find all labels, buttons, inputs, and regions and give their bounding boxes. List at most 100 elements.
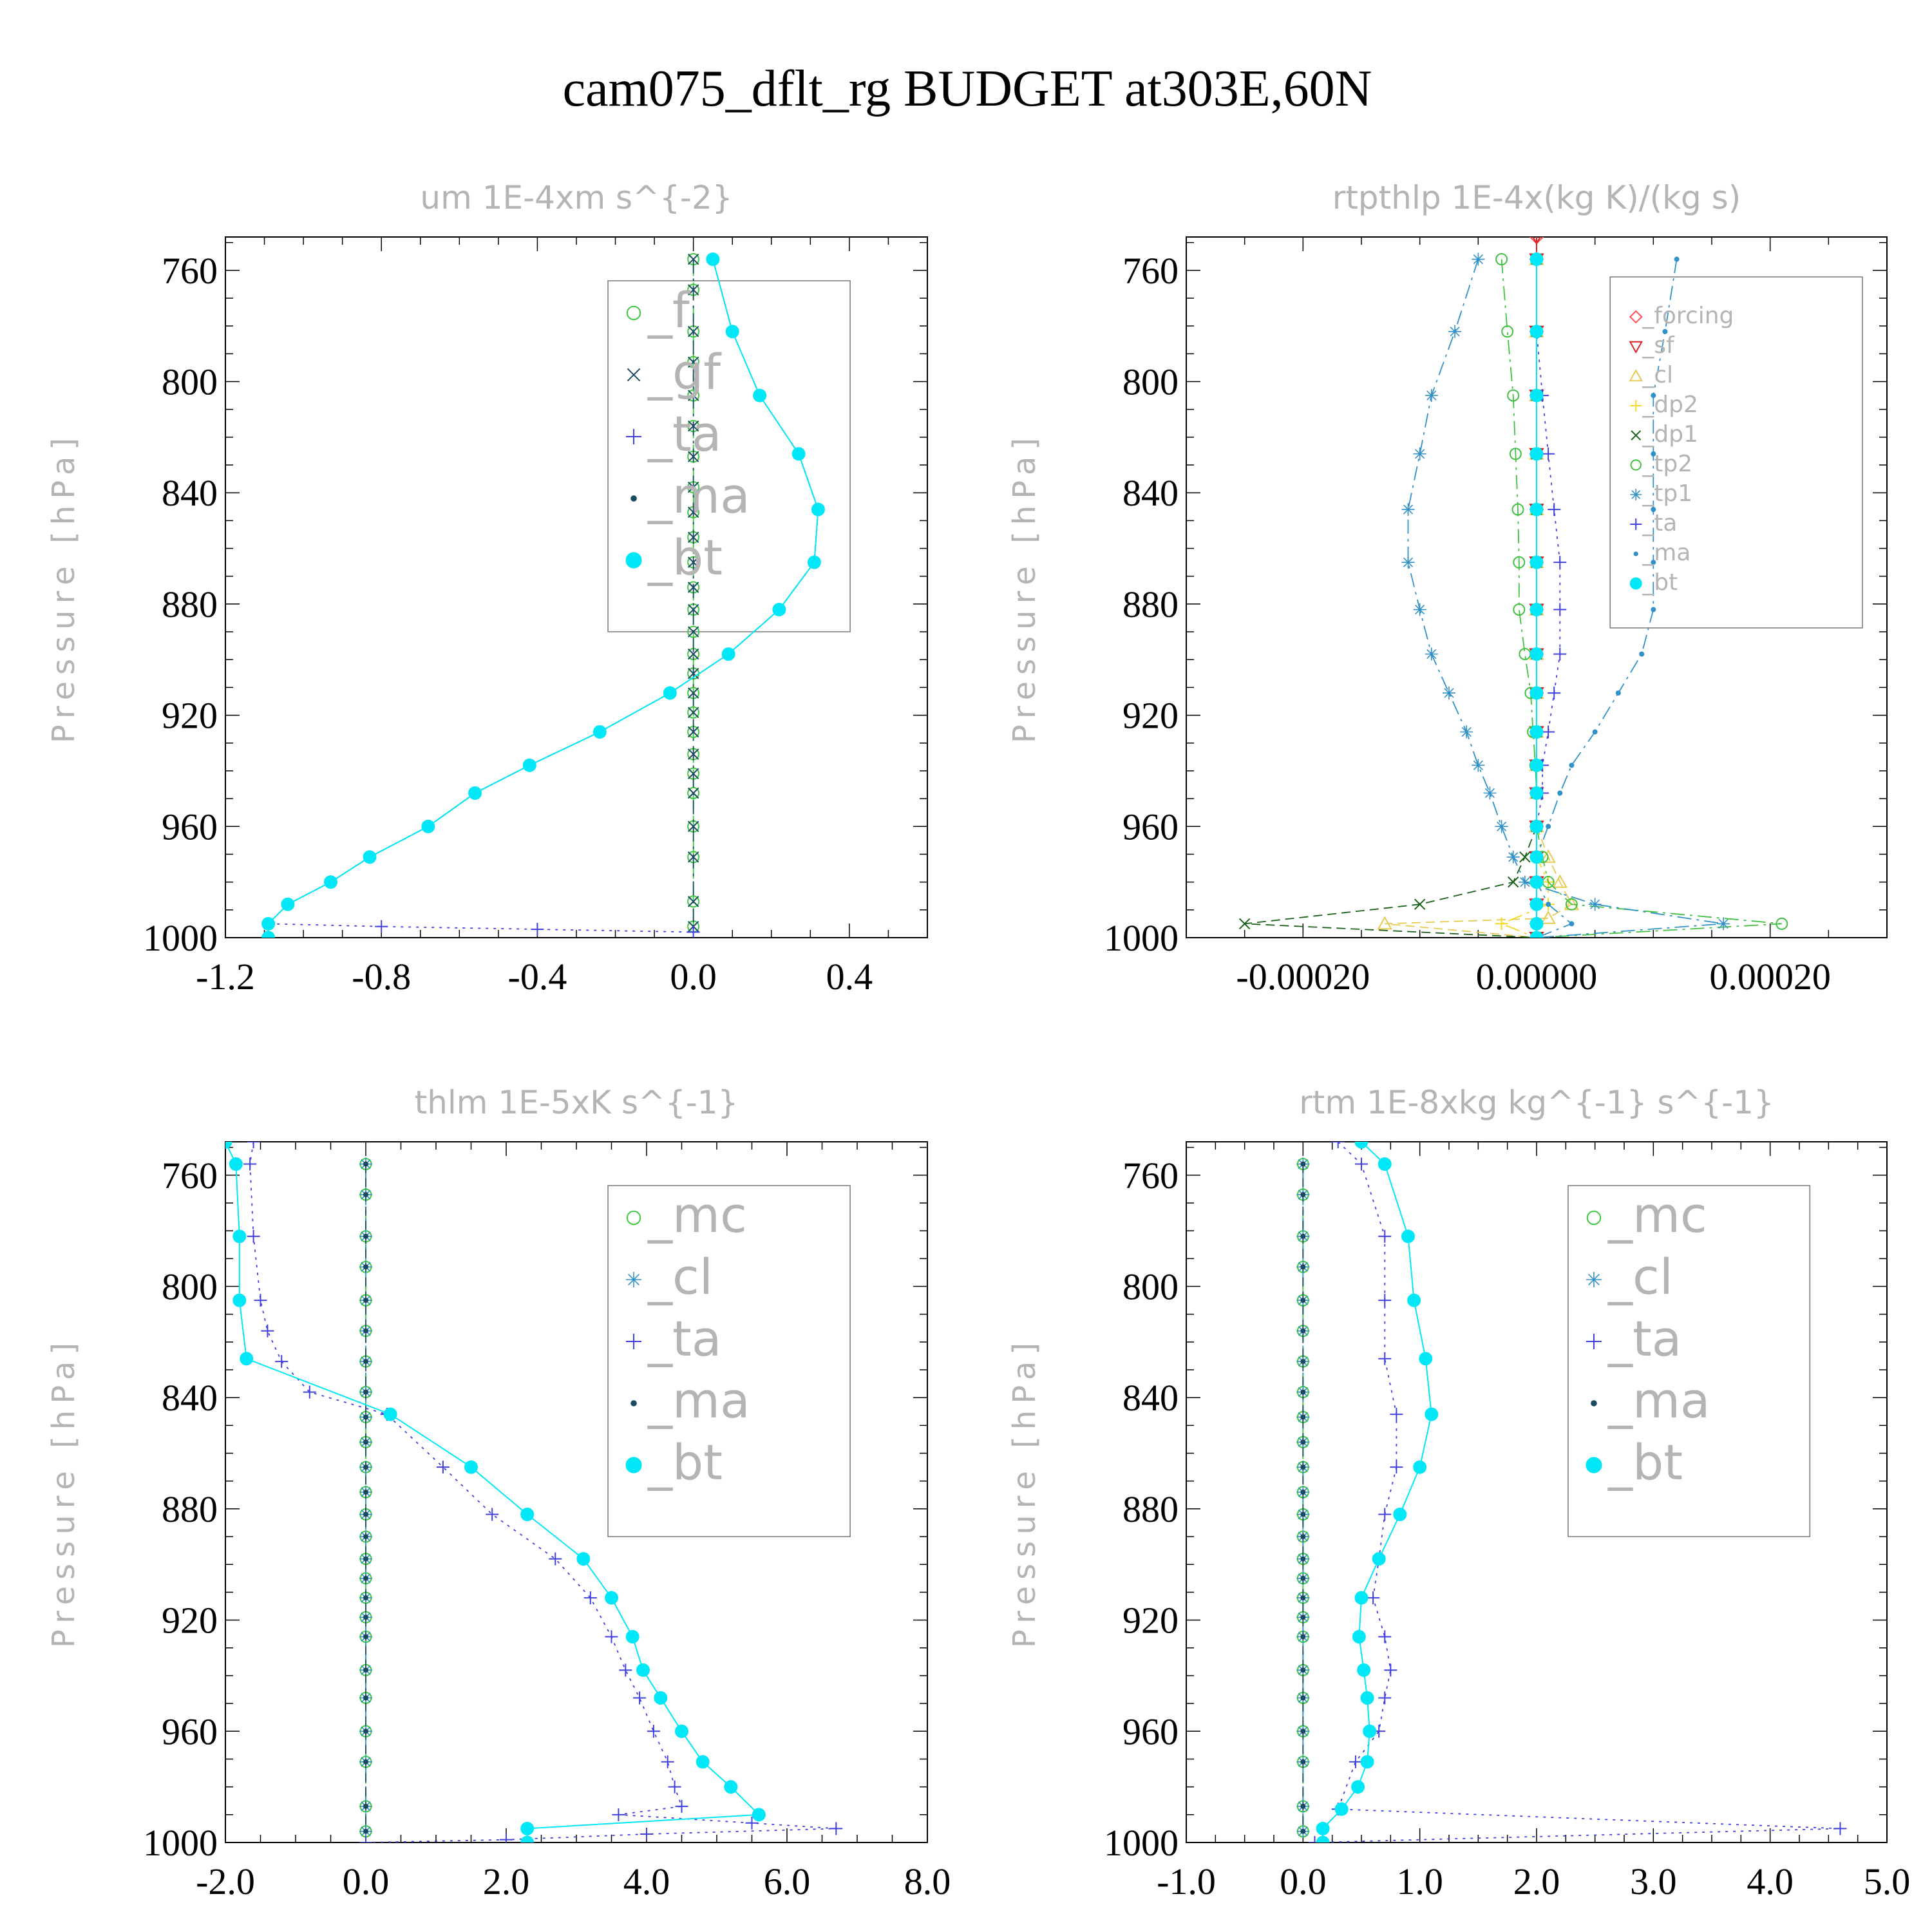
panel-title: um 1E-4xm s^{-2} bbox=[420, 179, 732, 216]
data-point bbox=[687, 390, 699, 401]
data-point bbox=[687, 726, 699, 738]
data-point bbox=[1413, 447, 1426, 460]
data-point bbox=[1513, 556, 1526, 569]
x-tick-label: 6.0 bbox=[764, 1861, 811, 1902]
data-point bbox=[592, 725, 607, 739]
data-point bbox=[675, 1799, 688, 1813]
data-point bbox=[1377, 916, 1392, 930]
data-point bbox=[1443, 687, 1455, 700]
data-point bbox=[1509, 448, 1522, 460]
data-point bbox=[772, 603, 786, 617]
data-point bbox=[807, 555, 821, 569]
data-point bbox=[549, 1552, 562, 1566]
legend-marker bbox=[1631, 430, 1642, 440]
data-point bbox=[363, 1615, 368, 1620]
legend-marker bbox=[626, 305, 641, 321]
data-point bbox=[1530, 252, 1544, 267]
data-point bbox=[687, 451, 699, 462]
data-point bbox=[363, 1161, 368, 1167]
data-point bbox=[1511, 503, 1524, 516]
data-point bbox=[1651, 607, 1656, 612]
x-tick-label: 2.0 bbox=[1513, 1861, 1560, 1902]
data-point bbox=[363, 1667, 368, 1673]
data-point bbox=[1357, 1663, 1371, 1677]
y-tick-label: 800 bbox=[1122, 1266, 1179, 1308]
data-point bbox=[1352, 1630, 1366, 1644]
data-point bbox=[363, 1328, 368, 1334]
data-point bbox=[486, 1508, 499, 1521]
data-point bbox=[1651, 393, 1656, 399]
data-point bbox=[1300, 1575, 1306, 1581]
data-point bbox=[363, 1595, 368, 1601]
legend-entry: _bt bbox=[647, 1434, 723, 1491]
data-point bbox=[363, 1828, 368, 1834]
data-point bbox=[1519, 851, 1531, 863]
x-tick-label: 0.0 bbox=[343, 1861, 390, 1902]
data-point bbox=[1300, 1464, 1306, 1470]
legend-marker bbox=[1630, 518, 1642, 530]
data-point bbox=[725, 325, 739, 339]
y-tick-label: 1000 bbox=[143, 917, 218, 959]
data-point bbox=[1354, 1142, 1368, 1149]
data-point bbox=[363, 1575, 368, 1581]
x-tick-label: -0.00020 bbox=[1236, 956, 1370, 998]
legend-marker bbox=[630, 1400, 637, 1406]
data-point bbox=[687, 895, 700, 908]
data-point bbox=[675, 1724, 688, 1738]
data-point bbox=[1378, 1630, 1392, 1643]
legend-entry: _cl bbox=[1607, 1248, 1673, 1305]
data-point bbox=[724, 1780, 738, 1794]
series-line-ta bbox=[1536, 259, 1561, 938]
data-point bbox=[1300, 1803, 1306, 1809]
data-point bbox=[464, 1460, 478, 1474]
legend-entry: _forcing bbox=[1642, 303, 1734, 329]
y-tick-label: 840 bbox=[162, 1377, 218, 1419]
data-point bbox=[324, 875, 337, 889]
x-tick-label: 3.0 bbox=[1630, 1861, 1677, 1902]
data-point bbox=[1448, 325, 1462, 338]
data-point bbox=[1472, 759, 1485, 772]
x-tick-label: 0.0 bbox=[1280, 1861, 1327, 1902]
data-point bbox=[1316, 1835, 1330, 1842]
data-point bbox=[1495, 820, 1508, 833]
data-point bbox=[1546, 824, 1551, 829]
panel-title: rtm 1E-8xkg kg^{-1} s^{-1} bbox=[1299, 1084, 1774, 1121]
legend-marker bbox=[1629, 368, 1643, 382]
panel-title: rtpthlp 1E-4x(kg K)/(kg s) bbox=[1332, 179, 1741, 216]
data-point bbox=[1300, 1615, 1306, 1620]
legend-marker bbox=[1591, 1400, 1597, 1406]
y-axis-label: Pressure [hPa] bbox=[1007, 1336, 1043, 1648]
data-point bbox=[383, 1407, 397, 1421]
data-point bbox=[1530, 647, 1544, 661]
data-point bbox=[721, 647, 735, 661]
data-point bbox=[363, 1511, 368, 1517]
data-point bbox=[1639, 651, 1645, 657]
data-point bbox=[1553, 556, 1567, 569]
data-point bbox=[436, 1461, 450, 1474]
data-point bbox=[661, 1755, 674, 1768]
data-point bbox=[363, 850, 377, 864]
data-point bbox=[1351, 1780, 1365, 1794]
data-point bbox=[240, 1352, 254, 1366]
series-line-bt bbox=[267, 259, 819, 938]
data-point bbox=[1557, 790, 1563, 796]
series-line-ta bbox=[249, 1142, 837, 1842]
legend-entry: _tp2 bbox=[1642, 451, 1692, 477]
series-layer bbox=[225, 1142, 843, 1842]
data-point bbox=[605, 1591, 618, 1605]
series-line-cl bbox=[1385, 259, 1573, 938]
data-point bbox=[363, 1534, 368, 1540]
x-tick-label: 0.4 bbox=[826, 956, 873, 998]
data-point bbox=[1300, 1667, 1306, 1673]
legend-entry: _tp1 bbox=[1642, 480, 1692, 507]
y-tick-label: 760 bbox=[162, 250, 218, 292]
data-point bbox=[261, 916, 276, 931]
x-tick-label: 8.0 bbox=[904, 1861, 951, 1902]
legend-entry: _f bbox=[647, 281, 691, 339]
data-point bbox=[1530, 725, 1544, 739]
data-point bbox=[303, 1385, 316, 1399]
series-line-tp2 bbox=[1501, 259, 1782, 938]
panel-1: um 1E-4xm s^{-2} Pressure [hPa] 760 800 840 8… bbox=[46, 179, 928, 998]
data-point bbox=[1530, 502, 1544, 516]
